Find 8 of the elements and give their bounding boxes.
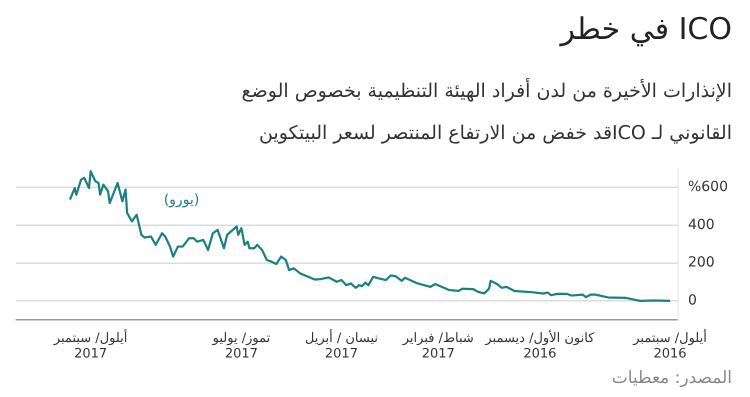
chart-subtitle: الإنذارات الأخيرة من لدن أفراد الهيئة التنظيمية بخصوص الوضع القانوني لـ ICOقد خفض من الارتفاع المنتصر لسعر البيتكوين: [242, 77, 732, 146]
y-tick-label: 0: [688, 292, 697, 309]
y-tick-label: %600: [688, 178, 728, 195]
text: المصدر: معطيات: [612, 368, 732, 388]
y-tick-label: 200: [688, 254, 715, 271]
chart-title: ICO في خطر: [560, 12, 732, 47]
series-label: (يورو): [164, 192, 200, 208]
y-tick-label: 400: [688, 216, 715, 233]
